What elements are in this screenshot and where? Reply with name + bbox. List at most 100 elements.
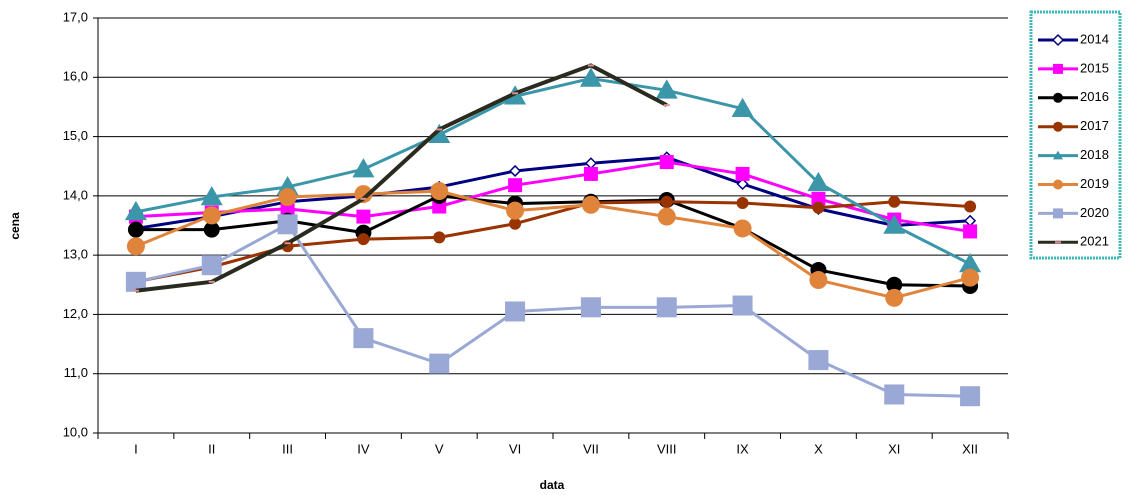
marker — [735, 166, 750, 181]
marker — [659, 155, 674, 170]
x-tick-label: V — [435, 441, 444, 456]
series-line — [135, 189, 971, 300]
marker — [583, 166, 598, 181]
x-tick-label: IV — [357, 441, 370, 456]
x-tick-label: VII — [583, 441, 599, 456]
marker — [657, 207, 676, 226]
y-tick-label: 17,0 — [63, 9, 88, 24]
y-tick-label: 15,0 — [63, 128, 88, 143]
y-axis-label: cena — [8, 212, 22, 240]
y-tick-label: 14,0 — [63, 187, 88, 202]
marker — [126, 237, 145, 256]
marker — [732, 295, 753, 316]
legend-label: 2017 — [1080, 118, 1109, 133]
legend-label: 2014 — [1080, 31, 1109, 46]
marker — [731, 97, 754, 117]
marker — [125, 271, 146, 292]
marker — [1053, 121, 1063, 132]
marker — [960, 386, 981, 407]
marker — [581, 195, 600, 214]
marker — [963, 224, 978, 239]
series-line — [135, 222, 971, 398]
marker — [202, 206, 221, 225]
marker — [807, 171, 830, 192]
marker — [811, 191, 826, 206]
marker — [277, 214, 298, 235]
marker — [280, 201, 295, 216]
marker — [1051, 33, 1065, 47]
legend-label: 2021 — [1080, 234, 1109, 249]
marker — [959, 253, 982, 273]
marker — [1053, 150, 1063, 160]
marker — [964, 200, 977, 213]
x-axis-label: data — [540, 478, 565, 492]
marker — [808, 350, 829, 371]
marker — [430, 182, 449, 201]
x-tick-label: X — [814, 441, 823, 456]
legend-label: 2016 — [1080, 89, 1109, 104]
marker — [884, 384, 905, 405]
marker — [1053, 92, 1063, 103]
series-line — [135, 63, 668, 293]
marker — [736, 196, 749, 209]
marker — [433, 231, 446, 244]
marker — [505, 301, 526, 322]
marker — [733, 219, 752, 238]
marker — [429, 353, 450, 374]
y-tick-label: 13,0 — [63, 247, 88, 262]
legend-box — [1029, 10, 1122, 260]
y-tick-label: 10,0 — [63, 424, 88, 439]
x-tick-label: VI — [509, 441, 521, 456]
legend-label: 2020 — [1080, 205, 1109, 220]
y-tick-label: 11,0 — [64, 365, 88, 380]
marker — [1053, 179, 1063, 190]
marker — [885, 288, 904, 307]
marker — [656, 297, 677, 318]
marker — [655, 79, 678, 99]
marker — [201, 255, 222, 276]
series-line — [135, 194, 971, 288]
marker — [584, 157, 597, 170]
series-line — [135, 160, 971, 233]
marker — [509, 164, 522, 178]
x-tick-label: VIII — [657, 441, 677, 456]
marker — [736, 177, 749, 191]
marker — [964, 214, 977, 227]
x-tick-label: III — [282, 441, 293, 456]
marker — [883, 214, 906, 234]
marker — [508, 178, 523, 193]
marker — [809, 271, 828, 290]
marker — [888, 195, 901, 208]
marker — [356, 209, 371, 224]
marker — [352, 158, 375, 178]
series-line — [135, 76, 971, 266]
x-tick-label: II — [208, 441, 215, 456]
marker — [357, 233, 370, 246]
x-tick-label: IX — [736, 441, 749, 456]
marker — [886, 276, 903, 293]
marker — [660, 195, 673, 208]
x-tick-label: XI — [888, 441, 900, 456]
y-tick-label: 12,0 — [63, 306, 88, 321]
legend-label: 2015 — [1080, 60, 1109, 75]
marker — [506, 201, 525, 220]
marker — [203, 221, 220, 238]
marker — [124, 200, 147, 221]
marker — [428, 123, 451, 144]
y-tick-label: 16,0 — [63, 69, 88, 84]
marker — [278, 188, 297, 207]
marker — [354, 185, 373, 204]
marker — [509, 217, 522, 230]
marker — [812, 201, 825, 214]
legend-label: 2019 — [1080, 176, 1109, 191]
marker — [579, 67, 602, 87]
marker — [580, 297, 601, 318]
marker — [1053, 208, 1063, 219]
marker — [127, 221, 144, 238]
x-tick-label: XII — [962, 441, 978, 456]
marker — [200, 186, 223, 206]
series-line — [135, 155, 971, 230]
marker — [961, 268, 980, 287]
